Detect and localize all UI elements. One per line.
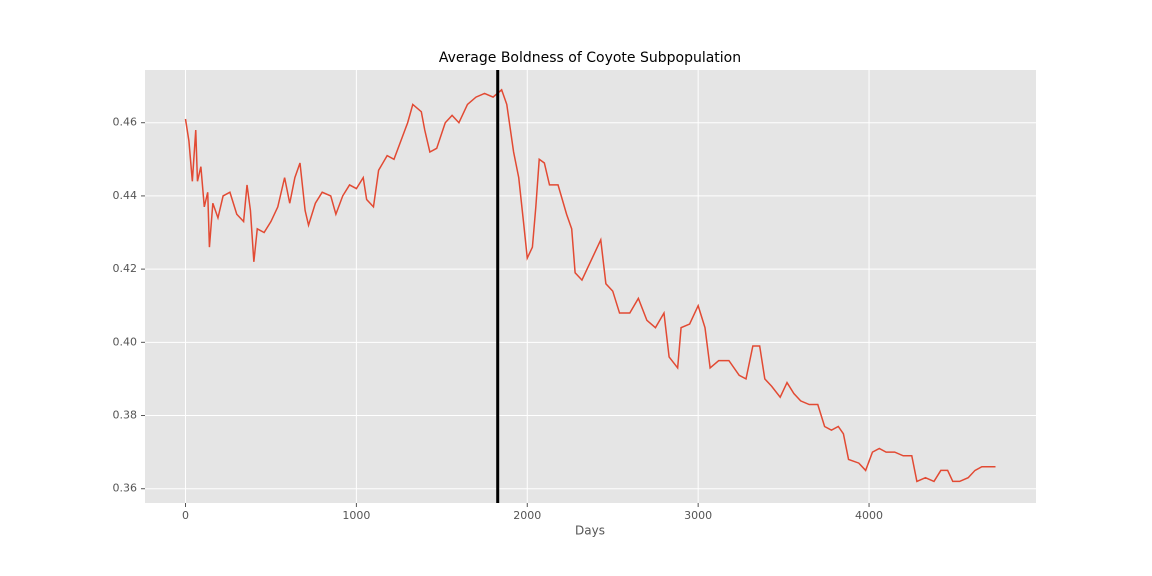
x-tick-label: 0 — [182, 509, 189, 522]
data-line — [184, 88, 996, 483]
x-tick-label: 2000 — [513, 509, 541, 522]
plot-area — [145, 70, 1036, 503]
y-tick-label: 0.40 — [113, 335, 138, 348]
x-tick-label: 1000 — [342, 509, 370, 522]
y-tick-label: 0.44 — [113, 189, 138, 202]
y-tick-label: 0.46 — [113, 116, 138, 129]
y-tick-label: 0.42 — [113, 262, 138, 275]
chart-title: Average Boldness of Coyote Subpopulation — [439, 50, 741, 66]
y-tick-label: 0.38 — [113, 409, 138, 422]
y-tick-label: 0.36 — [113, 482, 138, 495]
x-tick-label: 3000 — [684, 509, 712, 522]
x-axis-label: Days — [575, 524, 605, 538]
x-tick-label: 4000 — [855, 509, 883, 522]
